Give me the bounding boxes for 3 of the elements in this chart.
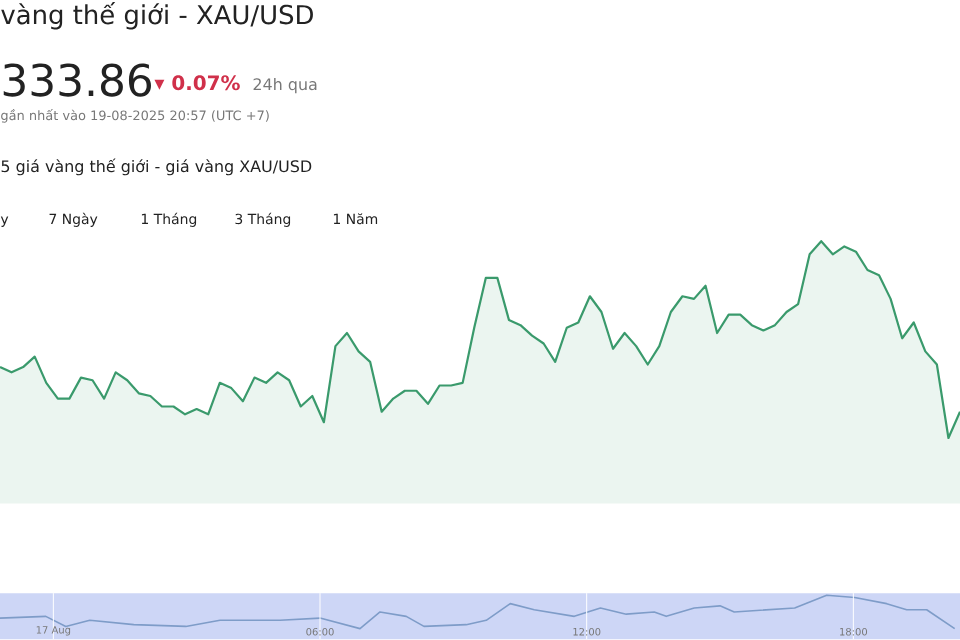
chart-title: vàng thế giới - XAU/USD xyxy=(1,2,313,30)
text: ▾ 0.07% xyxy=(154,75,240,91)
text: 333.86 xyxy=(3,63,151,97)
